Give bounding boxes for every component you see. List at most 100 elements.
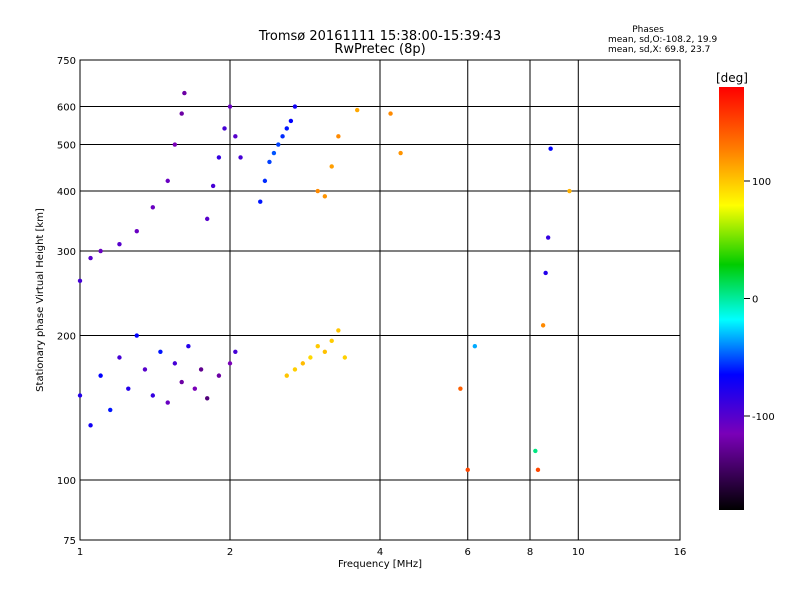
colorbar-tick-layer: 100 0 -100: [744, 177, 775, 423]
y-tick-label: 300: [57, 247, 76, 258]
echo-point: [329, 164, 334, 169]
echo-point: [77, 393, 83, 398]
y-tick-label: 100: [57, 476, 76, 487]
echo-point: [267, 159, 272, 165]
x-tick-label: 6: [465, 547, 471, 558]
echo-point: [165, 400, 170, 405]
echo-point: [216, 155, 222, 160]
echo-point: [322, 349, 328, 354]
echo-point: [238, 155, 243, 160]
x-tick-label: 4: [377, 547, 383, 558]
echo-point: [271, 150, 277, 156]
chart-title: Tromsø 20161111 15:38:00-15:39:43: [258, 29, 501, 44]
echo-point: [192, 386, 198, 391]
echo-point: [186, 344, 191, 349]
echo-point: [535, 467, 541, 473]
echo-point: [548, 146, 553, 151]
echo-point: [142, 367, 148, 372]
echo-point: [322, 194, 328, 199]
echo-point: [336, 134, 341, 139]
echo-point: [342, 355, 348, 360]
echo-point: [233, 134, 238, 139]
echo-point: [315, 344, 320, 349]
echo-point: [308, 355, 313, 360]
echo-point: [567, 188, 572, 194]
echo-point: [540, 323, 546, 328]
echo-point: [227, 361, 233, 366]
echo-point: [108, 407, 113, 413]
colorbar-unit-label: [deg]: [716, 71, 748, 85]
echo-point: [533, 448, 538, 454]
y-axis-title: Stationary phase Virtual Height [km]: [35, 208, 46, 392]
phases-box-title: Phases: [632, 25, 664, 35]
echo-point: [158, 349, 163, 354]
echo-point: [354, 107, 360, 113]
echo-point: [179, 379, 184, 385]
echo-point: [88, 255, 93, 261]
echo-point: [300, 361, 306, 366]
echo-point: [117, 241, 122, 247]
echo-point: [543, 270, 548, 276]
echo-point: [204, 216, 210, 222]
echo-point: [198, 367, 204, 372]
echo-point: [172, 142, 178, 147]
echo-point: [472, 344, 478, 349]
echo-point: [315, 188, 320, 194]
y-tick-layer: 75 100 200 300 400 500 600 750: [57, 56, 76, 547]
echo-point: [233, 349, 238, 354]
y-tick-label: 400: [57, 187, 76, 198]
echo-point: [150, 205, 156, 210]
phases-box-line2: mean, sd,X: 69.8, 23.7: [608, 45, 710, 55]
echo-point: [276, 142, 281, 147]
x-tick-label: 16: [674, 547, 687, 558]
echo-point: [222, 126, 227, 131]
echo-point: [182, 90, 187, 96]
grid-layer: [80, 60, 680, 540]
echo-point: [172, 361, 178, 366]
echo-point: [262, 178, 268, 184]
y-tick-label: 750: [57, 56, 76, 67]
echo-point: [227, 104, 233, 109]
echo-point: [465, 467, 470, 473]
echo-point: [98, 373, 103, 378]
x-tick-layer: 1 2 4 6 8 10 16: [77, 547, 687, 558]
y-tick-label: 75: [63, 536, 76, 547]
echo-point: [398, 150, 403, 156]
echo-point: [204, 396, 210, 401]
echo-point: [288, 118, 294, 124]
points-layer: [77, 90, 572, 473]
echo-point: [117, 355, 122, 360]
echo-point: [388, 111, 393, 116]
chart-subtitle: RwPretec (8p): [334, 42, 425, 57]
echo-point: [134, 228, 139, 234]
echo-point: [216, 373, 222, 378]
y-tick-label: 500: [57, 141, 76, 152]
phase-colorbar: [719, 87, 744, 510]
echo-point: [88, 423, 93, 428]
colorbar-tick-label: 100: [752, 177, 771, 188]
echo-point: [165, 178, 170, 184]
echo-point: [210, 183, 216, 189]
x-tick-label: 1: [77, 547, 83, 558]
x-tick-label: 10: [572, 547, 585, 558]
y-tick-label: 600: [57, 103, 76, 114]
echo-point: [280, 134, 285, 139]
colorbar-tick-label: 0: [752, 295, 758, 306]
echo-point: [292, 367, 298, 372]
echo-point: [292, 104, 298, 109]
colorbar-tick-label: -100: [752, 412, 775, 423]
x-tick-label: 2: [227, 547, 233, 558]
echo-point: [98, 248, 103, 254]
echo-point: [150, 393, 156, 398]
echo-point: [258, 199, 263, 204]
x-axis-title: Frequency [MHz]: [338, 559, 422, 570]
echo-point: [134, 333, 139, 338]
phases-box-line1: mean, sd,O:-108.2, 19.9: [608, 35, 718, 45]
echo-point: [77, 278, 83, 284]
echo-point: [458, 386, 463, 391]
echo-point: [329, 338, 334, 344]
echo-point: [284, 126, 289, 131]
echo-point: [126, 386, 131, 391]
y-tick-label: 200: [57, 332, 76, 343]
